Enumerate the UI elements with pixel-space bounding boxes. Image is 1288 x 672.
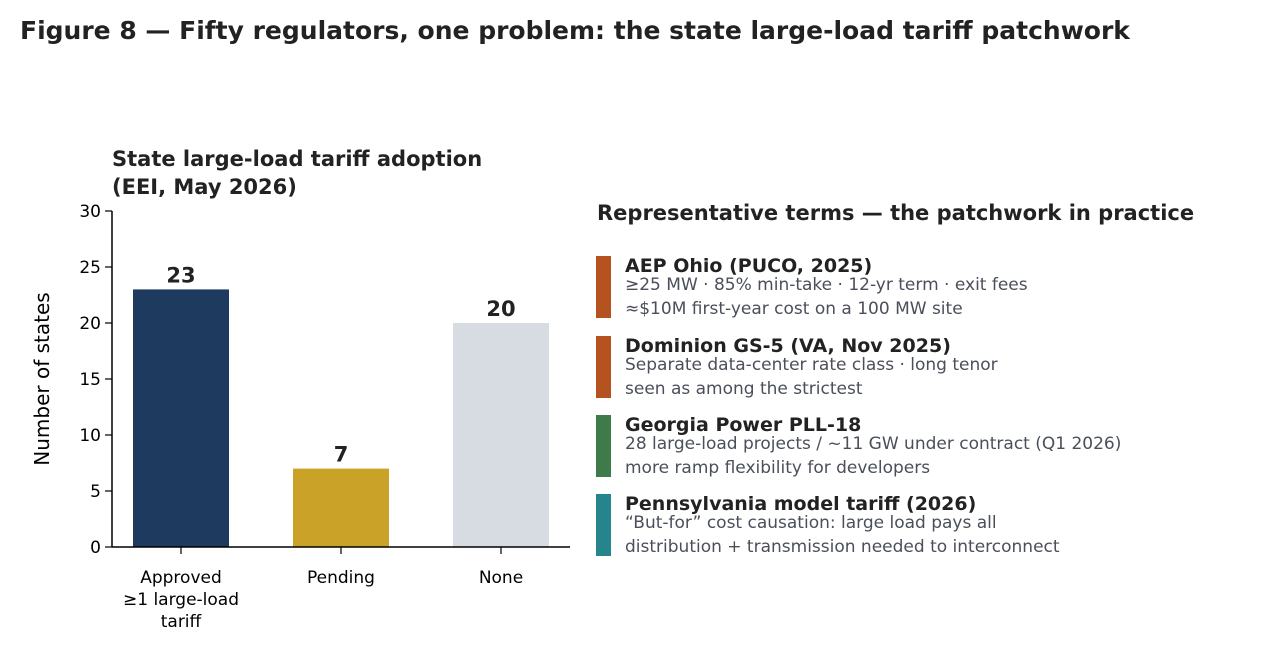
x-tick-label-0: Approved ≥1 large-load tariff [123, 568, 239, 632]
figure-title: Figure 8 — Fifty regulators, one problem… [20, 16, 1130, 45]
term-color-marker [596, 415, 611, 477]
term-color-marker [596, 336, 611, 398]
bar-0 [133, 289, 229, 547]
bar-value-label-1: 7 [334, 443, 349, 467]
term-detail-line-2: seen as among the strictest [625, 379, 863, 399]
bar-2 [453, 323, 549, 547]
term-item-pennsylvania: Pennsylvania model tariff (2026) “But-fo… [596, 493, 1276, 558]
bar-value-label-0: 23 [166, 263, 195, 287]
y-tick-label: 20 [79, 314, 101, 334]
term-name: AEP Ohio (PUCO, 2025) [625, 255, 873, 277]
y-tick-label: 10 [79, 426, 101, 446]
chart-title: State large-load tariff adoption (EEI, M… [112, 147, 483, 199]
term-item-dominion: Dominion GS-5 (VA, Nov 2025) Separate da… [596, 335, 1276, 400]
term-item-georgia-power: Georgia Power PLL-18 28 large-load proje… [596, 414, 1276, 479]
term-detail-line-1: Separate data-center rate class · long t… [625, 355, 998, 375]
bar-chart: 23 7 20 0 5 10 15 20 25 30 Approved ≥1 large-load ta… [30, 202, 570, 632]
term-detail-line-2: more ramp flexibility for developers [625, 458, 931, 478]
term-name: Dominion GS-5 (VA, Nov 2025) [625, 335, 951, 357]
term-color-marker [596, 256, 611, 318]
x-tick-label-2: None [479, 568, 523, 588]
y-tick-label: 15 [79, 370, 101, 390]
y-tick-label: 5 [90, 482, 101, 502]
y-axis-label: Number of states [30, 292, 54, 465]
term-item-aep-ohio: AEP Ohio (PUCO, 2025) ≥25 MW · 85% min-t… [596, 255, 1276, 320]
y-tick-label: 25 [79, 258, 101, 278]
x-tick-label-1: Pending [307, 568, 375, 588]
term-detail-line-2: ≈$10M first-year cost on a 100 MW site [625, 299, 963, 319]
term-detail-line-2: distribution + transmission needed to in… [625, 537, 1060, 557]
term-name: Pennsylvania model tariff (2026) [625, 493, 977, 515]
term-detail-line-1: “But-for” cost causation: large load pay… [625, 513, 997, 533]
bar-value-label-2: 20 [486, 297, 515, 321]
bar-1 [293, 468, 389, 547]
term-name: Georgia Power PLL-18 [625, 414, 862, 436]
y-tick-label: 0 [90, 538, 101, 558]
term-detail-line-1: 28 large-load projects / ~11 GW under co… [625, 434, 1122, 454]
y-tick-label: 30 [79, 202, 101, 222]
terms-panel-title: Representative terms — the patchwork in … [597, 201, 1195, 225]
term-color-marker [596, 494, 611, 556]
term-detail-line-1: ≥25 MW · 85% min-take · 12-yr term · exi… [625, 275, 1028, 295]
